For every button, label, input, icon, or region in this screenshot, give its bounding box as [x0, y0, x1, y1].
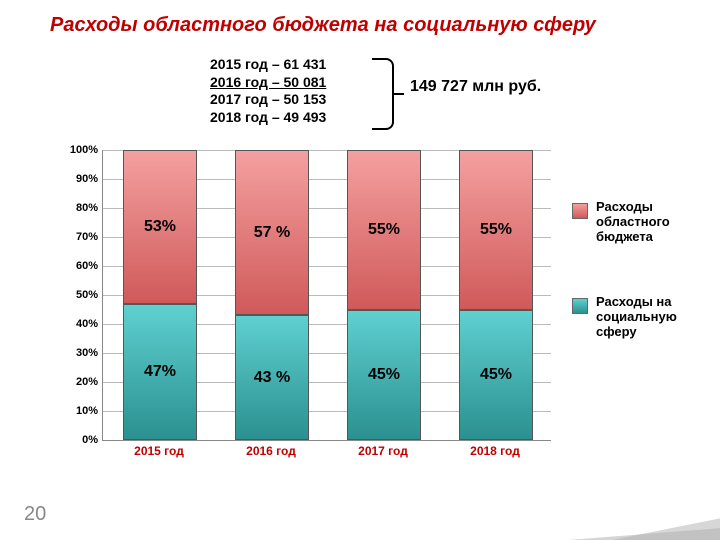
y-tick-label: 50% — [60, 289, 98, 301]
year-value-row: 2015 год – 61 431 — [210, 56, 326, 74]
page-title: Расходы областного бюджета на социальную… — [50, 14, 670, 37]
year-value-row: 2017 год – 50 153 — [210, 91, 326, 109]
x-tick-label: 2016 год — [216, 444, 326, 458]
slide: Расходы областного бюджета на социальную… — [0, 0, 720, 540]
y-tick-label: 100% — [60, 144, 98, 156]
page-number: 20 — [24, 503, 46, 526]
y-tick-label: 10% — [60, 405, 98, 417]
corner-decor — [602, 518, 720, 540]
bar-segment-social: 43 % — [235, 315, 309, 440]
bracket-icon — [372, 58, 394, 130]
x-tick-label: 2018 год — [440, 444, 550, 458]
legend-label: Расходы на социальную сферу — [596, 295, 708, 340]
legend-item: Расходы на социальную сферу — [572, 295, 708, 340]
chart: 47%53%43 %57 %45%55%45%55% 0%10%20%30%40… — [60, 150, 550, 460]
bar-segment-social: 45% — [347, 310, 421, 441]
bar-segment-budget: 53% — [123, 150, 197, 304]
bar: 45%55% — [347, 150, 421, 440]
year-values-block: 2015 год – 61 4312016 год – 50 0812017 г… — [210, 56, 326, 126]
y-tick-label: 20% — [60, 376, 98, 388]
bar: 45%55% — [459, 150, 533, 440]
y-tick-label: 60% — [60, 260, 98, 272]
bar: 47%53% — [123, 150, 197, 440]
bar-segment-social: 45% — [459, 310, 533, 441]
year-value-row: 2018 год – 49 493 — [210, 109, 326, 127]
legend-label: Расходы областного бюджета — [596, 200, 708, 245]
bar-segment-budget: 57 % — [235, 150, 309, 315]
y-tick-label: 70% — [60, 231, 98, 243]
y-tick-label: 30% — [60, 347, 98, 359]
legend-swatch — [572, 298, 588, 314]
y-tick-label: 40% — [60, 318, 98, 330]
total-label: 149 727 млн руб. — [410, 78, 541, 96]
legend-swatch — [572, 203, 588, 219]
y-tick-label: 90% — [60, 173, 98, 185]
y-tick-label: 0% — [60, 434, 98, 446]
plot-area: 47%53%43 %57 %45%55%45%55% — [102, 150, 551, 441]
x-tick-label: 2015 год — [104, 444, 214, 458]
x-tick-label: 2017 год — [328, 444, 438, 458]
bar-segment-social: 47% — [123, 304, 197, 440]
legend: Расходы областного бюджета Расходы на соц… — [572, 200, 708, 390]
y-tick-label: 80% — [60, 202, 98, 214]
year-value-row: 2016 год – 50 081 — [210, 74, 326, 92]
bar-segment-budget: 55% — [347, 150, 421, 310]
bar-segment-budget: 55% — [459, 150, 533, 310]
bar: 43 %57 % — [235, 150, 309, 440]
legend-item: Расходы областного бюджета — [572, 200, 708, 245]
